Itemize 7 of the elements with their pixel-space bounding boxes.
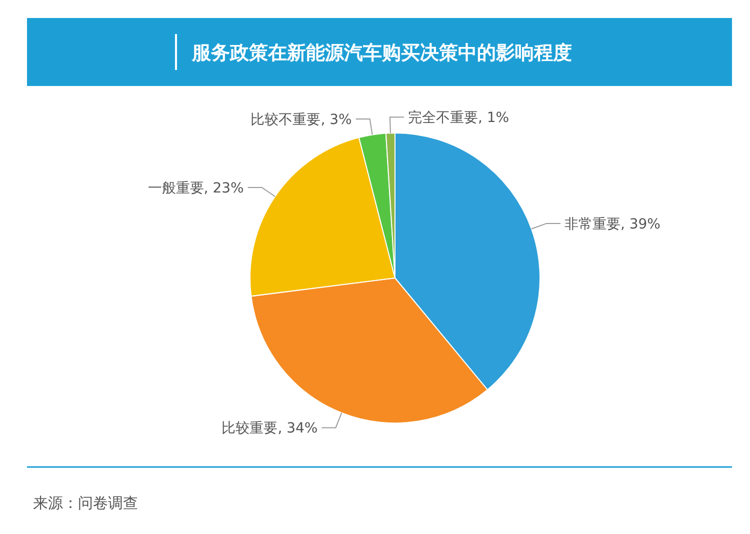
slice-label: 一般重要, 23%: [148, 180, 244, 197]
slice-label: 非常重要, 39%: [564, 216, 661, 232]
chart-title: 服务政策在新能源汽车购买决策中的影响程度: [191, 42, 572, 64]
slice-label: 比较重要, 34%: [222, 420, 318, 437]
slice-label: 完全不重要, 1%: [408, 110, 510, 126]
source-note: 来源：问卷调查: [33, 494, 138, 512]
slice-label: 比较不重要, 3%: [250, 112, 352, 128]
